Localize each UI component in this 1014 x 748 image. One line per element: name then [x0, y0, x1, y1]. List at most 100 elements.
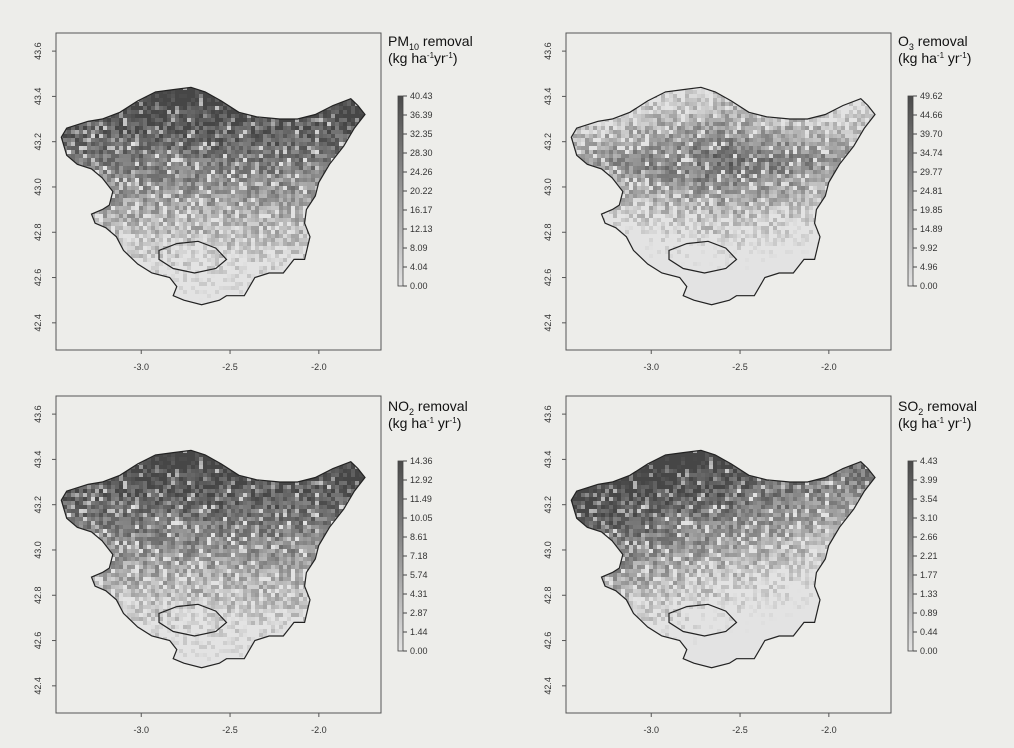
- legend-value: 0.00: [410, 646, 428, 656]
- x-tick-label: -2.5: [222, 725, 238, 735]
- legend-value: 44.66: [920, 110, 943, 120]
- y-tick-label: 42.8: [33, 586, 43, 604]
- y-tick-label: 42.4: [543, 314, 553, 332]
- x-tick-label: -2.5: [222, 362, 238, 372]
- y-tick-label: 43.6: [33, 405, 43, 423]
- y-tick-label: 42.8: [33, 223, 43, 241]
- legend-value: 12.13: [410, 224, 433, 234]
- legend-value: 0.44: [920, 627, 938, 637]
- legend-value: 4.96: [920, 262, 938, 272]
- legend-value: 2.87: [410, 608, 428, 618]
- legend-value: 28.30: [410, 148, 433, 158]
- legend-value: 16.17: [410, 205, 433, 215]
- y-tick-label: 43.6: [543, 42, 553, 60]
- map-panel: -3.0 -2.5 -2.0 42.4 42.6 42.8 43.0 43.2 43.4 43.6…: [33, 396, 468, 735]
- x-tick-label: -3.0: [643, 362, 659, 372]
- legend-value: 29.77: [920, 167, 943, 177]
- legend-value: 0.89: [920, 608, 938, 618]
- legend-value: 3.10: [920, 513, 938, 523]
- y-tick-label: 43.2: [543, 496, 553, 514]
- removal-raster: [59, 445, 371, 673]
- y-tick-label: 42.6: [33, 269, 43, 287]
- x-tick-label: -3.0: [133, 362, 149, 372]
- legend-value: 1.33: [920, 589, 938, 599]
- removal-raster: [569, 82, 881, 310]
- y-tick-label: 43.2: [33, 496, 43, 514]
- legend-value: 14.36: [410, 456, 433, 466]
- y-tick-label: 42.6: [33, 632, 43, 650]
- legend-value: 49.62: [920, 91, 943, 101]
- color-bar: [908, 461, 913, 651]
- legend-value: 10.05: [410, 513, 433, 523]
- legend-units: (kg ha-1yr-1): [388, 50, 458, 66]
- y-tick-label: 43.0: [33, 541, 43, 559]
- x-tick-label: -3.0: [133, 725, 149, 735]
- legend-value: 39.70: [920, 129, 943, 139]
- y-tick-label: 43.4: [33, 451, 43, 469]
- legend-value: 2.66: [920, 532, 938, 542]
- legend-value: 4.43: [920, 456, 938, 466]
- x-tick-label: -2.0: [311, 725, 327, 735]
- x-tick-label: -2.5: [732, 725, 748, 735]
- legend-value: 2.21: [920, 551, 938, 561]
- color-bar: [908, 96, 913, 286]
- x-tick-label: -2.0: [311, 362, 327, 372]
- legend-value: 24.26: [410, 167, 433, 177]
- y-tick-label: 43.4: [543, 451, 553, 469]
- legend-value: 40.43: [410, 91, 433, 101]
- y-tick-label: 43.2: [33, 133, 43, 151]
- y-tick-label: 42.8: [543, 223, 553, 241]
- legend-units: (kg ha-1 yr-1): [898, 50, 971, 66]
- legend-value: 0.00: [410, 281, 428, 291]
- y-tick-label: 43.4: [33, 88, 43, 106]
- y-tick-label: 43.6: [543, 405, 553, 423]
- y-tick-label: 43.4: [543, 88, 553, 106]
- legend-value: 8.61: [410, 532, 428, 542]
- y-tick-label: 43.6: [33, 42, 43, 60]
- legend-value: 19.85: [920, 205, 943, 215]
- y-tick-label: 42.6: [543, 269, 553, 287]
- y-tick-label: 43.2: [543, 133, 553, 151]
- y-tick-label: 42.4: [543, 677, 553, 695]
- x-tick-label: -2.0: [821, 362, 837, 372]
- y-tick-label: 42.4: [33, 677, 43, 695]
- legend-value: 20.22: [410, 186, 433, 196]
- legend-value: 11.49: [410, 494, 432, 504]
- legend-value: 24.81: [920, 186, 943, 196]
- legend-value: 7.18: [410, 551, 428, 561]
- legend-value: 9.92: [920, 243, 938, 253]
- legend-value: 4.04: [410, 262, 428, 272]
- x-tick-label: -2.0: [821, 725, 837, 735]
- legend-value: 36.39: [410, 110, 433, 120]
- removal-raster: [59, 82, 371, 310]
- legend-value: 0.00: [920, 281, 938, 291]
- map-panel: -3.0 -2.5 -2.0 42.4 42.6 42.8 43.0 43.2 43.4 43.6…: [543, 396, 977, 735]
- legend-value: 1.44: [410, 627, 428, 637]
- legend-value: 0.00: [920, 646, 938, 656]
- legend-value: 8.09: [410, 243, 428, 253]
- legend-value: 1.77: [920, 570, 938, 580]
- y-tick-label: 43.0: [543, 178, 553, 196]
- y-tick-label: 42.4: [33, 314, 43, 332]
- y-tick-label: 42.6: [543, 632, 553, 650]
- legend-value: 5.74: [410, 570, 428, 580]
- legend-units: (kg ha-1 yr-1): [388, 415, 461, 431]
- legend-value: 32.35: [410, 129, 433, 139]
- removal-raster: [569, 445, 881, 673]
- x-tick-label: -2.5: [732, 362, 748, 372]
- legend-value: 3.54: [920, 494, 938, 504]
- legend-value: 34.74: [920, 148, 943, 158]
- legend-value: 12.92: [410, 475, 433, 485]
- legend-units: (kg ha-1 yr-1): [898, 415, 971, 431]
- legend-value: 4.31: [410, 589, 428, 599]
- x-tick-label: -3.0: [643, 725, 659, 735]
- legend-value: 14.89: [920, 224, 943, 234]
- y-tick-label: 43.0: [33, 178, 43, 196]
- map-panel: -3.0 -2.5 -2.0 42.4 42.6 42.8 43.0 43.2 43.4 43.6…: [543, 33, 971, 372]
- y-tick-label: 42.8: [543, 586, 553, 604]
- y-tick-label: 43.0: [543, 541, 553, 559]
- map-panel: -3.0 -2.5 -2.0 42.4 42.6 42.8 43.0 43.2 43.4 43.6…: [33, 33, 473, 372]
- color-bar: [398, 461, 403, 651]
